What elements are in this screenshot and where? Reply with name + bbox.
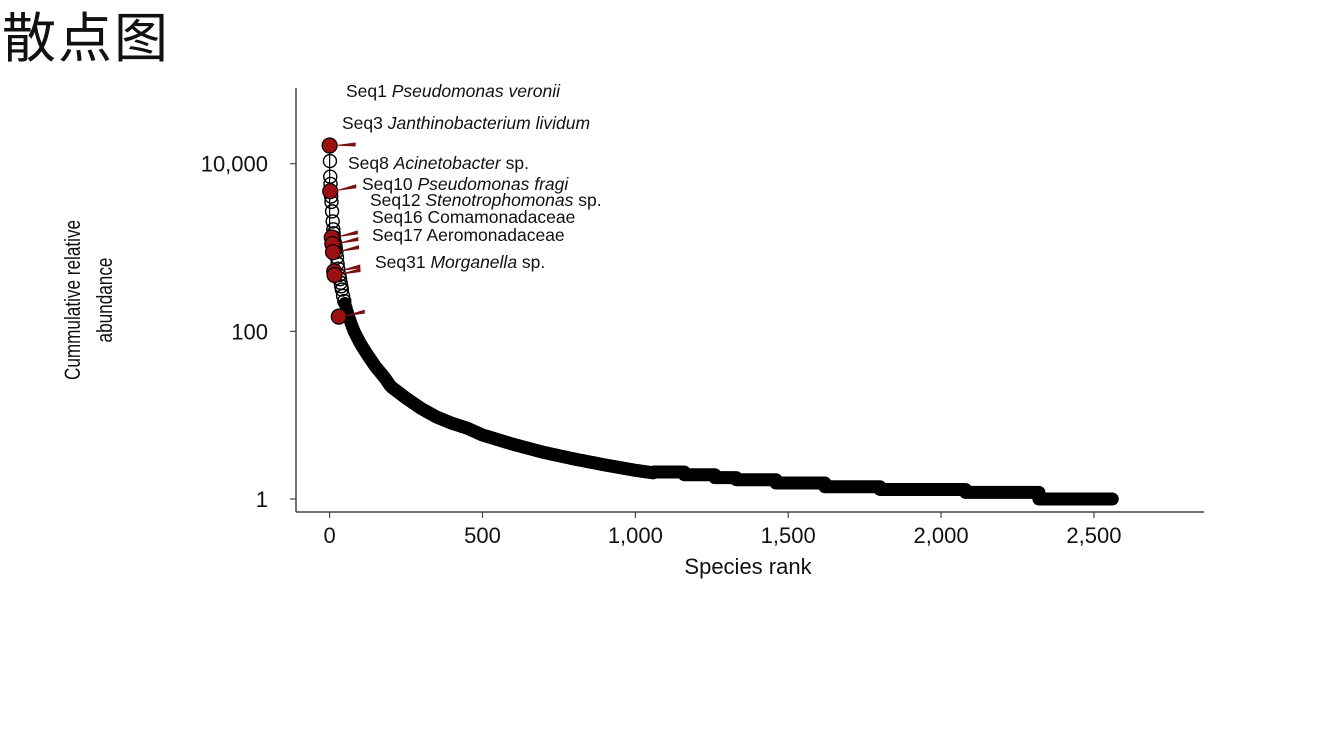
- x-tick-label: 1,000: [608, 523, 663, 548]
- pointer-wedge: [337, 268, 361, 276]
- pointer-wedge: [335, 237, 359, 245]
- axes: 0 500 1,000 1,500 2,000 2,500 1 100 10,000 Specie…: [61, 88, 1204, 579]
- pointer-wedge: [335, 245, 359, 253]
- pointer-wedge: [333, 184, 357, 192]
- data-point: [334, 282, 350, 297]
- label-seq: Seq1: [346, 81, 392, 101]
- point-label: Seq17 Aeromonadaceae: [372, 225, 565, 245]
- label-seq: Seq12: [370, 190, 425, 210]
- label-seq: Seq31: [375, 252, 430, 272]
- pointer-wedge: [341, 309, 365, 317]
- point-label: Seq12 Stenotrophomonas sp.: [370, 190, 602, 210]
- point-label: Seq8 Acinetobacter sp.: [348, 153, 529, 173]
- y-axis-title-line: abundance: [93, 258, 118, 343]
- label-suffix: sp.: [501, 153, 529, 173]
- x-tick-label: 2,500: [1066, 523, 1121, 548]
- label-suffix: sp.: [573, 190, 601, 210]
- x-axis-title: Species rank: [684, 554, 812, 579]
- label-taxon: Pseudomonas fragi: [417, 174, 569, 194]
- label-taxon: Morganella: [430, 252, 517, 272]
- y-axis-title-line: Cummulative relative: [61, 220, 86, 380]
- label-seq: Seq10: [362, 174, 417, 194]
- label-seq: Seq16: [372, 207, 427, 227]
- point-label: Seq3 Janthinobacterium lividum: [342, 113, 590, 133]
- label-seq: Seq8: [348, 153, 394, 173]
- label-taxon: Pseudomonas veronii: [392, 81, 561, 101]
- slide-title: 散点图: [2, 7, 170, 70]
- x-tick-label: 2,000: [914, 523, 969, 548]
- highlighted-point: [326, 266, 343, 284]
- highlighted-points: [321, 137, 365, 325]
- label-suffix: sp.: [517, 252, 545, 272]
- point-label: Seq31 Morganella sp.: [375, 252, 545, 272]
- y-axis-title: Cummulative relative abundance: [61, 220, 118, 380]
- y-tick-label: 10,000: [201, 152, 268, 177]
- point-label: Seq16 Comamonadaceae: [372, 207, 575, 227]
- label-taxon: Janthinobacterium lividum: [387, 113, 590, 133]
- data-point: [323, 169, 338, 184]
- highlighted-point: [330, 308, 347, 325]
- highlighted-point: [322, 183, 339, 200]
- x-tick-label: 0: [324, 523, 336, 548]
- label-seq: Seq3: [342, 113, 388, 133]
- pointer-wedge: [334, 230, 358, 238]
- label-suffix: Comamonadaceae: [427, 207, 575, 227]
- data-point: [324, 204, 340, 219]
- label-seq: Seq17: [372, 225, 427, 245]
- y-tick-label: 100: [231, 319, 268, 344]
- data-point: [325, 214, 340, 229]
- pointer-wedge: [337, 264, 361, 272]
- label-taxon: Acinetobacter: [393, 153, 502, 173]
- y-tick-label: 1: [256, 487, 268, 512]
- label-taxon: Stenotrophomonas: [425, 190, 573, 210]
- highlighted-point: [324, 244, 342, 261]
- point-label: Seq1 Pseudomonas veronii: [346, 81, 561, 101]
- data-points: [322, 145, 1119, 506]
- point-label: Seq10 Pseudomonas fragi: [362, 174, 569, 194]
- pointer-wedge: [332, 142, 356, 147]
- x-tick-label: 500: [464, 523, 501, 548]
- x-tick-label: 1,500: [761, 523, 816, 548]
- data-point: [322, 153, 338, 169]
- label-suffix: Aeromonadaceae: [427, 225, 565, 245]
